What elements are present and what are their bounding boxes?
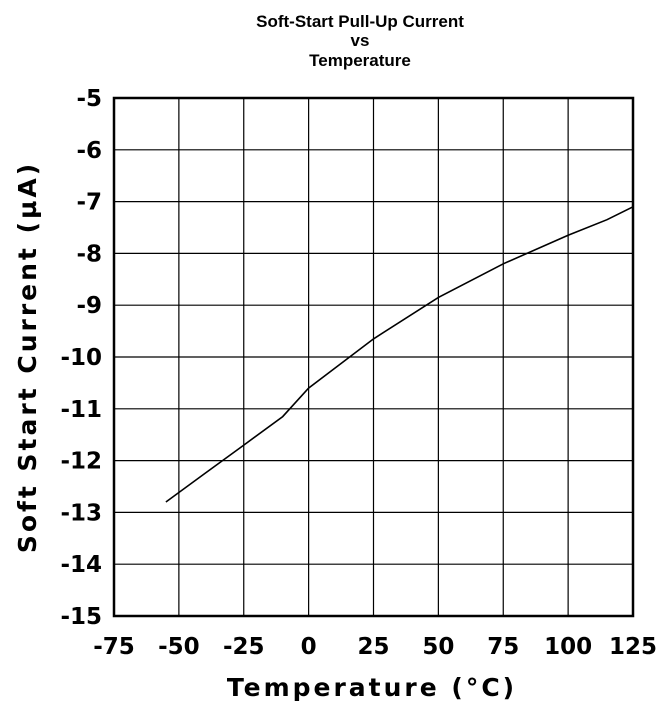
x-tick-label: 125: [609, 634, 657, 660]
y-tick-label: -6: [76, 138, 102, 164]
y-tick-label: -15: [60, 604, 102, 630]
chart-title-line-1: Soft-Start Pull-Up Current: [256, 12, 464, 31]
x-tick-label: 50: [422, 634, 454, 660]
y-tick-label: -11: [60, 397, 102, 423]
x-tick-label: 0: [301, 634, 317, 660]
y-tick-label: -5: [76, 86, 102, 112]
series-line-0: [165, 206, 634, 503]
chart-title: Soft-Start Pull-Up Current vs Temperatur…: [256, 12, 464, 70]
grid: [114, 98, 633, 616]
x-tick-label: -75: [93, 634, 135, 660]
y-tick-label: -7: [76, 190, 102, 216]
chart-title-line-3: Temperature: [309, 51, 411, 70]
chart-title-line-2: vs: [351, 31, 370, 50]
plot-frame: [112, 96, 635, 618]
x-tick-labels: -75 -50 -25 0 25 50 75 100 125: [93, 634, 657, 660]
x-tick-label: 25: [357, 634, 389, 660]
y-tick-label: -8: [76, 241, 102, 267]
x-tick-label: -25: [223, 634, 265, 660]
y-tick-labels: -5 -6 -7 -8 -9 -10 -11 -12 -13 -14 -15: [60, 86, 102, 630]
x-axis-label: Temperature (°C): [227, 673, 517, 702]
series-layer: [165, 206, 634, 503]
x-tick-label: 100: [544, 634, 592, 660]
y-tick-label: -13: [60, 500, 102, 526]
y-tick-label: -12: [60, 449, 102, 475]
x-tick-label: 75: [487, 634, 519, 660]
y-tick-label: -9: [76, 293, 102, 319]
y-axis-label: Soft Start Current (µA): [13, 161, 42, 553]
y-tick-label: -10: [60, 345, 102, 371]
y-tick-label: -14: [60, 552, 102, 578]
x-tick-label: -50: [158, 634, 200, 660]
